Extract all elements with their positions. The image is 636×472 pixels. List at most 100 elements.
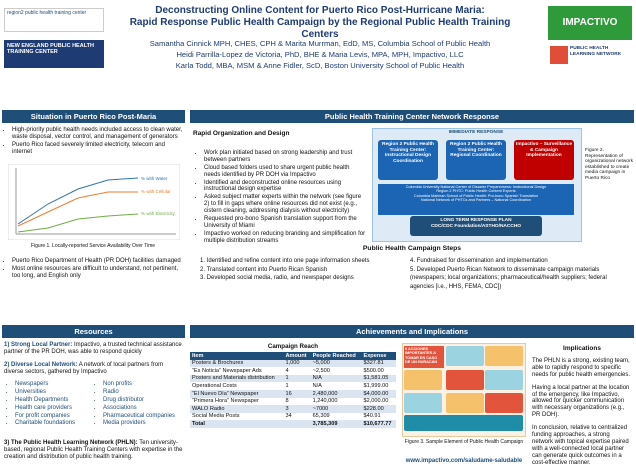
author-line: Heidi Parrilla-Lopez de Victoria, PhD, B… (176, 50, 464, 59)
partner-line: Columbia University National Center of D… (405, 185, 547, 189)
diagram-box: Impactivo – Surveillance & Campaign Impl… (514, 140, 574, 180)
authors: Samantha Cinnick MPH, CHES, CPH & Marita… (110, 38, 530, 71)
tile (446, 370, 484, 390)
table-wrap: Item Amount People Reached Expense Posters &… (190, 352, 396, 429)
table-title: Campaign Reach (267, 343, 319, 350)
table-row: Posters and Materials distribution 1 N/A $1… (190, 374, 396, 383)
table-row: Posters & Brochures 1,000 ~5,000 $327.81 (190, 359, 396, 368)
header-cell: People Reached (310, 352, 362, 360)
list-item: Impactivo worked on reducing branding an… (204, 231, 367, 245)
cell: ~7000 (310, 405, 362, 413)
cell: 65,309 (312, 413, 330, 420)
table-row: WALO Radio 3 ~7000 $228.00 (190, 405, 396, 413)
list-item: For profit companies (15, 413, 94, 420)
cell: WALO Radio (190, 405, 284, 413)
table-row: Social Media Posts 34 65,309 $40.91 (190, 413, 396, 421)
header (0, 0, 636, 102)
table-row: “Primera Hora” Newspaper 8 1,240,000 $2,000… (190, 398, 396, 406)
cell: 16 (283, 390, 311, 398)
table-row: Total 3,785,309 $10,677.77 (190, 420, 396, 429)
tile (485, 346, 523, 366)
list-item: Health care providers (15, 405, 94, 412)
list-item: Media providers (103, 420, 184, 427)
cell: “El Nuevo Día” Newspaper (190, 390, 284, 398)
cell: 1,240,000 (312, 398, 338, 405)
list-item: High-priority public health needs includ… (12, 127, 183, 141)
cell: $1,999.00 (363, 383, 389, 390)
list: NewspapersUniversitiesHealth Departments… (6, 381, 94, 427)
logo-mark (550, 46, 568, 64)
list: Non profitsRadioDrug distributorAssociat… (94, 381, 184, 427)
list: Work plan initiated based on strong lead… (195, 150, 367, 245)
paragraph: In conclusion, relative to centralized f… (532, 425, 629, 466)
table-row: “Es Noticia” Newspaper Ads 4 ~2,500 $500.00 (190, 367, 396, 375)
cell: “Es Noticia” Newspaper Ads (192, 367, 262, 374)
list: Puerto Rico Department of Health (PR DOH… (3, 258, 183, 280)
bullet-list: Puerto Rico Department of Health (PR DOH… (3, 258, 183, 281)
label: 3) The Public Health Learning Network (P… (4, 440, 138, 446)
list-item: Charitable foundations (15, 420, 94, 427)
section-heading: Situation in Puerto Rico Post-Maria (2, 110, 185, 123)
trend-line (17, 213, 139, 233)
table-row: Operational Costs 1 N/A $1,999.00 (190, 382, 396, 390)
cell: N/A (310, 374, 362, 383)
list-item: Requested pro-bono Spanish translation s… (204, 216, 367, 230)
step: 1. Identified and refine content into on… (200, 258, 370, 264)
title: Deconstructing Online Content for Puerto… (155, 5, 485, 16)
label: 2) Diverse Local Network: (4, 362, 78, 368)
cell: 1 (285, 383, 289, 390)
list-item: Associations (103, 405, 184, 412)
list-item: Health Departments (15, 397, 94, 404)
diagram-box: Region 2 Public Health Training Center: … (378, 140, 438, 180)
cell: 3 (283, 405, 311, 413)
cell: $500.00 (363, 367, 384, 374)
steps-list: 1. Identified and refine content into on… (200, 257, 405, 283)
diagram-partners: Columbia University National Center of D… (378, 184, 574, 215)
list-item: Identified and deconstructed online reso… (204, 180, 367, 194)
cell: $40.91 (363, 413, 381, 420)
cell: N/A (312, 383, 322, 390)
list-item: Work plan initiated based on strong lead… (204, 150, 367, 164)
bullet-list: Work plan initiated based on strong lead… (195, 150, 367, 246)
figure-title: 6 ACCIONES IMPORTANTES A TOMAR EN CASO D… (404, 346, 444, 368)
paragraph: The PHLN is a strong, existing team, abl… (532, 358, 631, 378)
header-cell: Amount (283, 352, 311, 360)
list-item: Newspapers (15, 381, 94, 388)
text: Impactivo, a trusted technical assistanc… (4, 342, 182, 355)
cell: $2,000.00 (363, 398, 389, 405)
header-cell: Expense (361, 352, 396, 360)
cell: $10,677.77 (361, 420, 396, 429)
logo: PUBLIC HEALTH LEARNING NETWORK (570, 46, 622, 57)
cell: Posters and Materials distribution (190, 374, 284, 383)
author-line: Karla Todd, MBA, MSM & Anne Fidler, ScD,… (175, 61, 465, 70)
list-item: Radio (103, 389, 184, 396)
cell (283, 420, 311, 429)
text: Ten university-based, regional Public He… (4, 440, 183, 460)
partner-list: Non profitsRadioDrug distributorAssociat… (94, 381, 184, 428)
legend-label: % with Electricity (141, 211, 176, 216)
step: 3. Developed social media, radio, and ne… (200, 275, 354, 282)
bullet-list: High-priority public health needs includ… (3, 127, 183, 157)
figure-caption: Figure 1. Locally-reported Service Avail… (30, 243, 156, 249)
list: High-priority public health needs includ… (3, 127, 183, 156)
section-heading: Achievements and Implications (190, 325, 634, 338)
table-header: Item Amount People Reached Expense (190, 352, 396, 360)
partner-line: National Network of PHTCs and Partners –… (421, 198, 531, 203)
logo: IMPACTIVO (548, 6, 632, 40)
table-row: “El Nuevo Día” Newspaper 16 2,480,000 $4,00… (190, 390, 396, 398)
steps-heading: Public Health Campaign Steps (362, 245, 462, 252)
cell: 4 (285, 367, 289, 374)
section-heading: Resources (2, 325, 185, 338)
reach-table: Item Amount People Reached Expense Posters &… (190, 352, 396, 429)
resource-item: 3) The Public Health Learning Network (P… (4, 440, 184, 461)
diagram-box: Region 2 Public Health Training Center: … (446, 140, 506, 180)
logo: NEW ENGLAND PUBLIC HEALTH TRAINING CENTE… (4, 40, 104, 68)
cell: $1,581.05 (361, 374, 396, 383)
cell: ~5,000 (310, 359, 362, 368)
list-item: Pharmaceutical companies (103, 413, 184, 420)
partner-list: NewspapersUniversitiesHealth Departments… (6, 381, 94, 428)
resource-item: 2) Diverse Local Network: A network of l… (4, 362, 184, 376)
cell: Operational Costs (192, 383, 237, 390)
steps-list: 4. Fundraised for dissemination and impl… (410, 257, 632, 292)
